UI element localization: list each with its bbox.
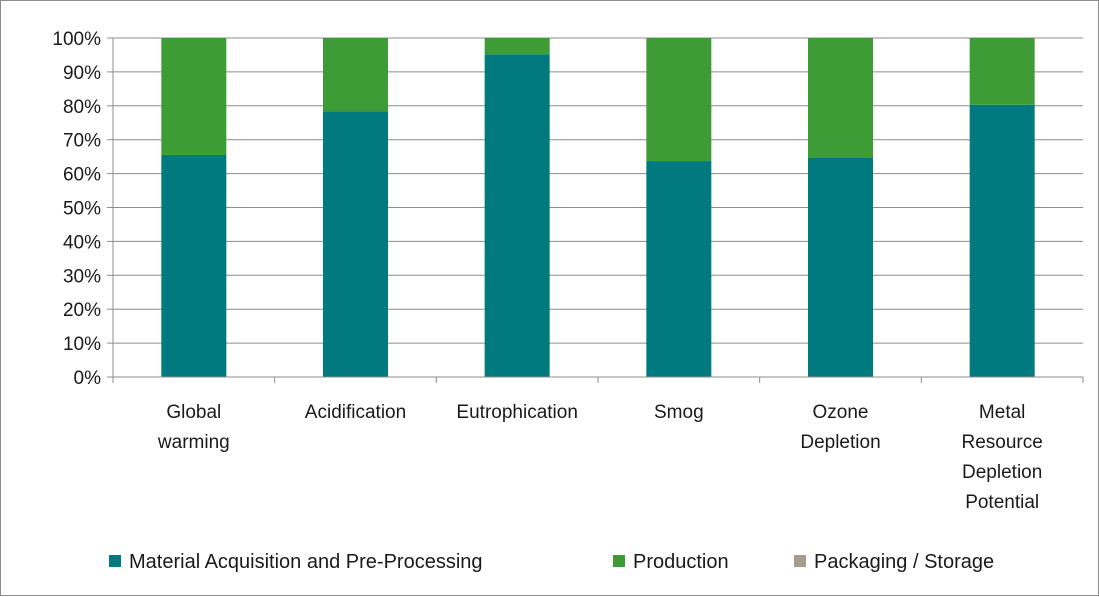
bar-segment-1 bbox=[808, 158, 873, 377]
y-tick-label: 80% bbox=[63, 97, 101, 118]
bar-segment-1 bbox=[646, 161, 712, 377]
legend-label: Material Acquisition and Pre-Processing bbox=[129, 551, 483, 573]
y-tick-label: 50% bbox=[63, 199, 101, 220]
bar-segment-2 bbox=[808, 38, 873, 159]
bar-segment-2 bbox=[161, 38, 227, 155]
y-tick-label: 60% bbox=[63, 165, 101, 186]
x-category-label: Acidification bbox=[305, 402, 406, 423]
x-category-label: Ozone Depletion bbox=[800, 402, 880, 453]
legend-swatch bbox=[794, 555, 806, 567]
bar-segment-1 bbox=[323, 111, 388, 378]
y-tick-label: 40% bbox=[63, 232, 101, 253]
legend-label: Production bbox=[633, 551, 729, 573]
bar-segment-2 bbox=[323, 38, 388, 112]
bar-segment-2 bbox=[484, 38, 550, 55]
y-tick-label: 30% bbox=[63, 266, 101, 287]
legend-swatch bbox=[109, 555, 121, 567]
bar-segment-2 bbox=[646, 38, 712, 162]
x-category-label: Eutrophication bbox=[456, 402, 577, 423]
y-tick-label: 0% bbox=[74, 368, 102, 389]
bar-segment-1 bbox=[484, 54, 550, 377]
x-category-label: Global warming bbox=[157, 402, 230, 453]
legend-swatch bbox=[613, 555, 625, 567]
y-tick-label: 10% bbox=[63, 334, 101, 355]
y-tick-label: 20% bbox=[63, 300, 101, 321]
x-category-label: Metal Resource Depletion Potential bbox=[962, 402, 1043, 513]
bar-segment-1 bbox=[969, 104, 1035, 378]
y-tick-label: 100% bbox=[52, 29, 101, 50]
legend-label: Packaging / Storage bbox=[814, 551, 994, 573]
x-category-label: Smog bbox=[654, 402, 704, 423]
bar-segment-1 bbox=[161, 154, 227, 377]
y-tick-label: 70% bbox=[63, 131, 101, 152]
bar-segment-2 bbox=[969, 38, 1035, 105]
y-tick-label: 90% bbox=[63, 63, 101, 84]
